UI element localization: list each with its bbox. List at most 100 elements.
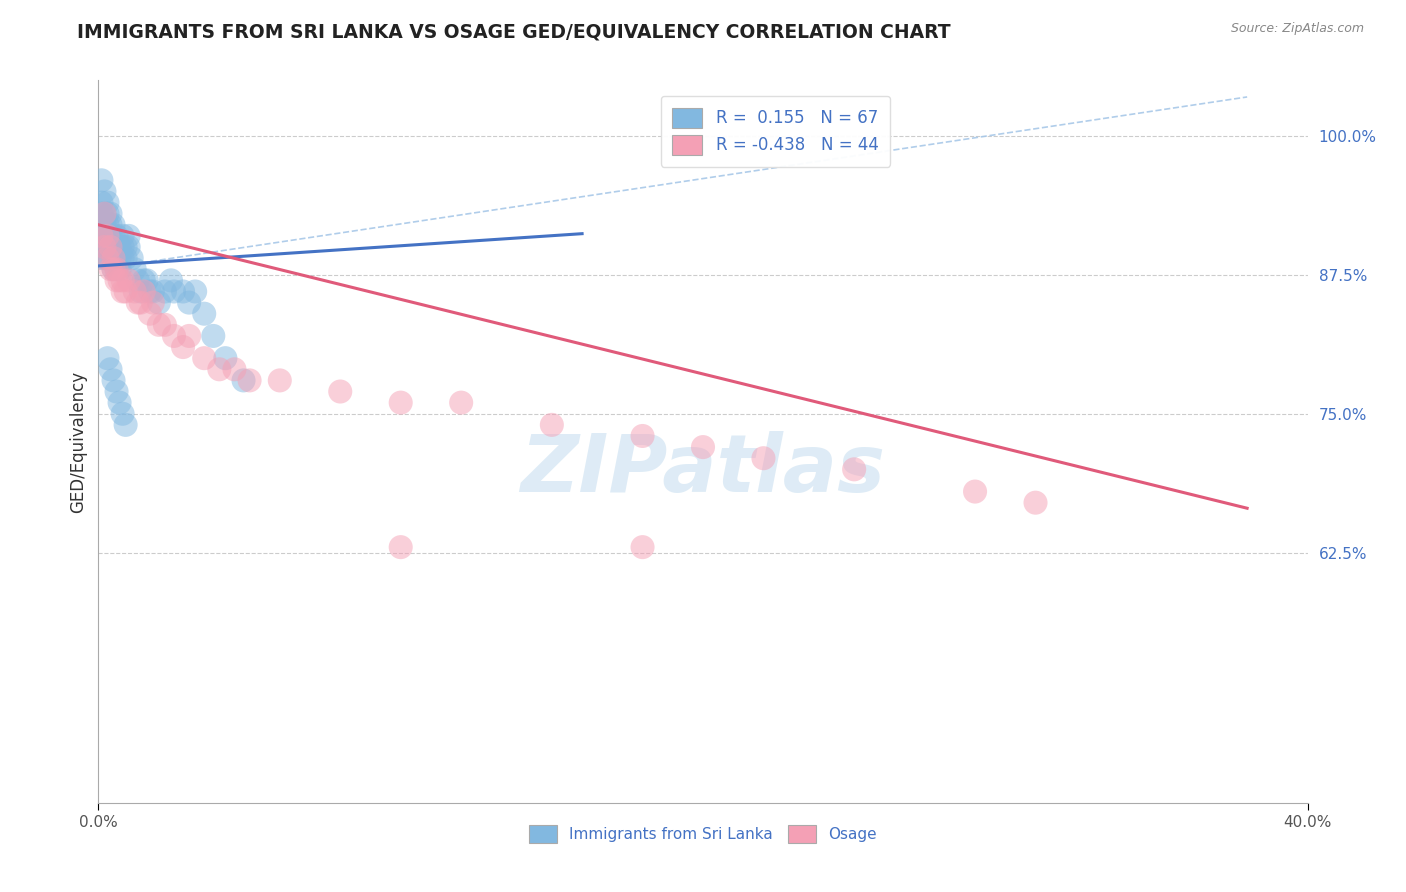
Point (111, 251, 134, 265)
Point (96, 207, 118, 221)
Point (111, 240, 134, 254)
Point (96, 251, 118, 265)
Point (100, 207, 122, 221)
Point (90, 218, 112, 232)
Point (139, 307, 162, 321)
Point (124, 262, 146, 277)
Point (103, 251, 125, 265)
Point (96, 195, 118, 210)
Point (96, 351, 118, 366)
Point (96, 228, 118, 243)
Point (108, 251, 131, 265)
Point (105, 262, 128, 277)
Point (103, 251, 125, 265)
Point (450, 395, 472, 409)
Point (105, 273, 128, 287)
Point (100, 362, 122, 376)
Point (105, 228, 128, 243)
Point (179, 329, 201, 343)
Point (93, 228, 115, 243)
Point (160, 273, 183, 287)
Point (692, 440, 714, 454)
Point (139, 285, 162, 299)
Point (111, 228, 134, 243)
Point (100, 262, 122, 277)
Point (172, 340, 194, 354)
Point (108, 240, 131, 254)
Point (193, 351, 215, 366)
Point (114, 417, 136, 432)
Text: IMMIGRANTS FROM SRI LANKA VS OSAGE GED/EQUIVALENCY CORRELATION CHART: IMMIGRANTS FROM SRI LANKA VS OSAGE GED/E… (77, 22, 950, 41)
Point (135, 273, 157, 287)
Point (96, 228, 118, 243)
Point (103, 228, 125, 243)
Point (111, 407, 134, 421)
Point (153, 318, 176, 332)
Point (90, 228, 112, 243)
Point (90, 173, 112, 187)
Point (114, 285, 136, 299)
Point (844, 462, 866, 476)
Point (103, 262, 125, 277)
Point (93, 240, 115, 254)
Point (148, 295, 170, 310)
Point (124, 285, 146, 299)
Point (105, 240, 128, 254)
Point (132, 285, 155, 299)
Point (118, 240, 141, 254)
Point (103, 240, 125, 254)
Text: Source: ZipAtlas.com: Source: ZipAtlas.com (1230, 22, 1364, 36)
Point (965, 484, 987, 499)
Point (114, 240, 136, 254)
Point (105, 251, 128, 265)
Point (118, 228, 141, 243)
Point (96, 240, 118, 254)
Point (129, 285, 152, 299)
Point (93, 207, 115, 221)
Text: ZIPatlas: ZIPatlas (520, 432, 886, 509)
Point (329, 384, 352, 399)
Point (153, 285, 176, 299)
Point (90, 207, 112, 221)
Point (111, 285, 134, 299)
Y-axis label: GED/Equivalency: GED/Equivalency (69, 370, 87, 513)
Point (148, 318, 170, 332)
Point (132, 273, 155, 287)
Point (142, 285, 165, 299)
Point (202, 329, 225, 343)
Point (90, 195, 112, 210)
Point (105, 384, 128, 399)
Point (224, 362, 246, 376)
Point (208, 362, 231, 376)
Point (118, 273, 141, 287)
Point (179, 295, 201, 310)
Point (172, 285, 194, 299)
Point (103, 262, 125, 277)
Point (96, 218, 118, 232)
Point (90, 228, 112, 243)
Point (232, 373, 254, 387)
Point (114, 251, 136, 265)
Point (96, 251, 118, 265)
Point (108, 262, 131, 277)
Point (1024, 496, 1046, 510)
Point (269, 373, 291, 387)
Point (93, 240, 115, 254)
Point (100, 218, 122, 232)
Point (100, 228, 122, 243)
Point (142, 295, 165, 310)
Legend: Immigrants from Sri Lanka, Osage: Immigrants from Sri Lanka, Osage (523, 819, 883, 849)
Point (239, 373, 262, 387)
Point (129, 295, 152, 310)
Point (127, 273, 149, 287)
Point (105, 262, 128, 277)
Point (100, 251, 122, 265)
Point (631, 429, 654, 443)
Point (93, 218, 115, 232)
Point (127, 295, 149, 310)
Point (111, 273, 134, 287)
Point (100, 240, 122, 254)
Point (103, 218, 125, 232)
Point (163, 329, 186, 343)
Point (93, 251, 115, 265)
